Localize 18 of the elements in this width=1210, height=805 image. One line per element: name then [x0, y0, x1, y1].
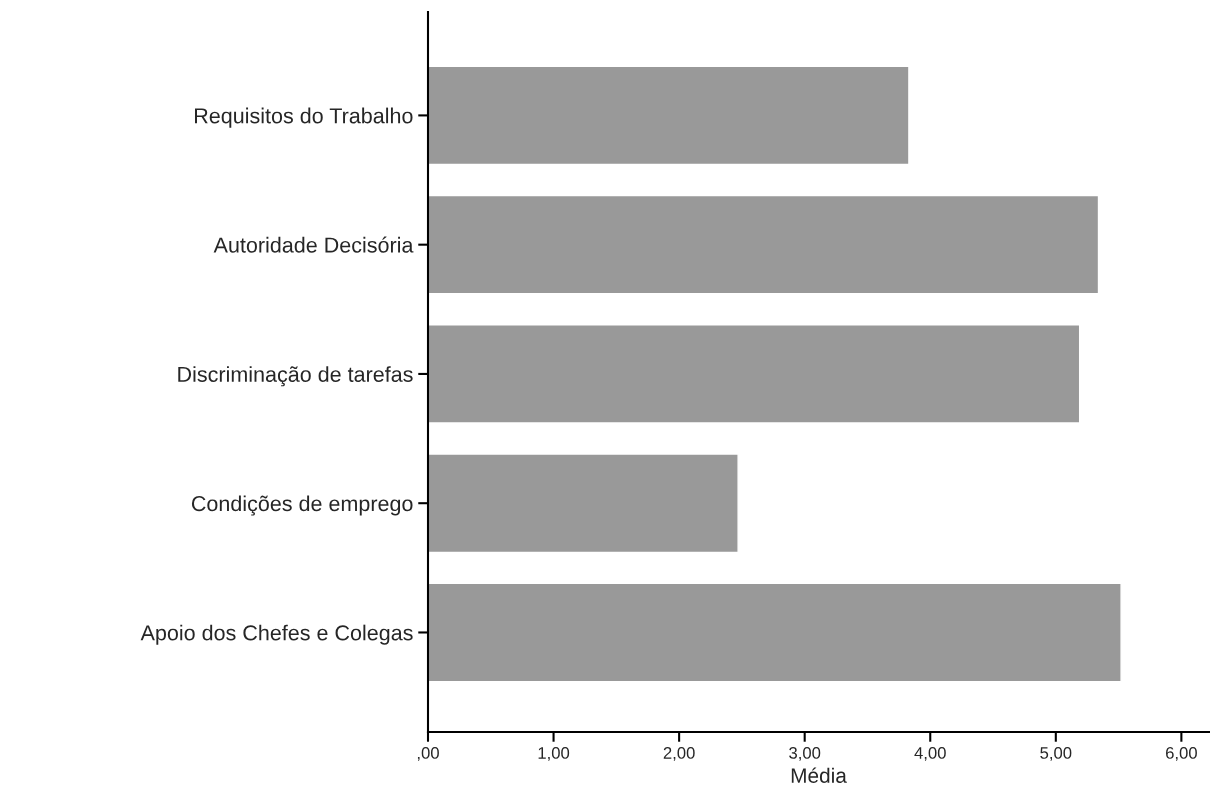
y-tick-label: Requisitos do Trabalho	[195, 107, 413, 128]
y-tick-label: Apoio dos Chefes e Colegas	[140, 624, 413, 645]
bar	[428, 453, 739, 554]
x-tick-label: ,00	[417, 747, 439, 761]
x-tick-label: 1,00	[538, 747, 570, 761]
y-tick-label: Autoridade Decisória	[213, 236, 414, 253]
x-axis-title: Média	[791, 767, 847, 783]
y-tick-label: Discriminação de tarefas	[178, 366, 413, 387]
x-tick-label: 3,00	[789, 747, 821, 761]
y-tick-label: Condições de emprego	[191, 495, 413, 516]
bar	[428, 65, 910, 166]
x-tick-label: 4,00	[914, 747, 946, 761]
x-tick-label: 2,00	[663, 747, 695, 761]
x-tick-label: 6,00	[1166, 747, 1197, 761]
bar	[428, 194, 1100, 295]
bar	[428, 582, 1122, 683]
x-tick-label: 5,00	[1040, 747, 1072, 761]
bar	[428, 324, 1081, 424]
